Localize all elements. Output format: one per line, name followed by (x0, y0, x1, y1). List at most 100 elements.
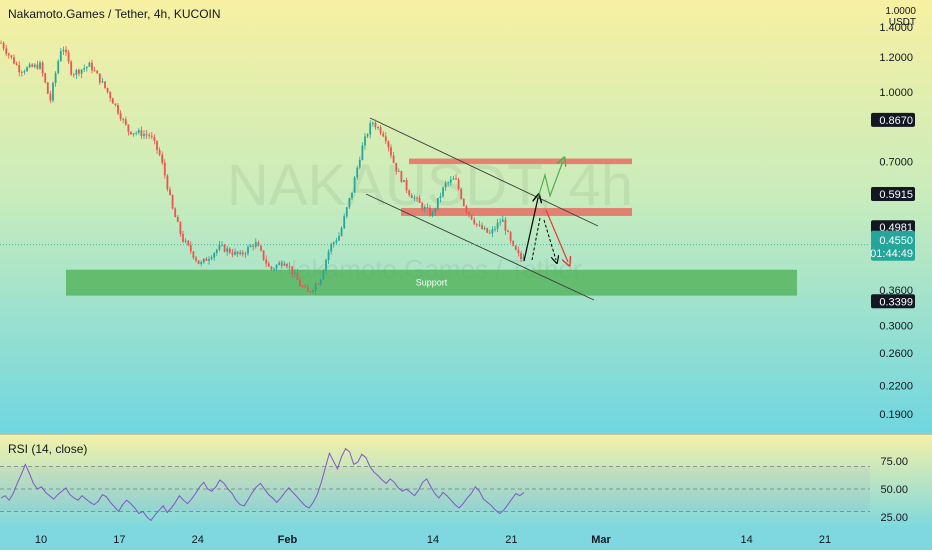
candle-body (439, 196, 442, 199)
candle-body (124, 119, 127, 125)
candle-body (299, 279, 301, 287)
candle-body (481, 225, 483, 230)
candle-body (156, 140, 158, 150)
y-tick-label: 1.2000 (879, 52, 913, 64)
candle-body (153, 137, 156, 141)
candle-body (335, 240, 338, 243)
candle-body (449, 179, 452, 183)
candle-body (72, 74, 75, 76)
price-label-box (871, 186, 915, 201)
x-tick-label: Mar (591, 534, 611, 546)
candle-body (504, 219, 507, 231)
time-axis-background (0, 530, 932, 550)
candle-body (486, 228, 489, 233)
candle-body (0, 42, 2, 44)
candle-body (512, 240, 515, 246)
y-axis-header: 1.0000 USDT (885, 6, 916, 28)
candle-body (317, 284, 320, 285)
candle-body (522, 256, 525, 260)
candle-body (174, 208, 177, 218)
candle-body (101, 81, 104, 83)
resistance-zone (409, 158, 632, 165)
candle-body (62, 49, 65, 52)
candle-body (236, 251, 239, 255)
candle-body (496, 222, 499, 229)
candle-body (137, 130, 140, 133)
candle-body (184, 240, 187, 242)
candle-body (309, 291, 312, 293)
channel-upper-line (369, 117, 599, 227)
candle-body (447, 182, 450, 184)
candle-body (462, 198, 465, 207)
candle-body (39, 62, 41, 69)
candle-body (520, 253, 522, 260)
candle-body (444, 183, 447, 188)
candle-body (117, 105, 119, 114)
y-axis-unit: USDT (888, 17, 916, 28)
candle-body (36, 64, 39, 69)
candle-body (491, 229, 494, 234)
candle-body (257, 242, 260, 247)
price-pane-background (0, 0, 932, 434)
projection-path-bullish (537, 161, 563, 199)
candle-body (470, 214, 473, 220)
chart-title: Nakamoto.Games / Tether, 4h, KUCOIN (8, 7, 221, 21)
candle-body (210, 257, 213, 260)
candle-body (275, 265, 278, 269)
candle-body (382, 133, 385, 137)
candle-body (358, 159, 361, 168)
candle-body (169, 189, 171, 195)
x-tick-label: 14 (427, 534, 439, 546)
candle-body (182, 234, 184, 242)
candle-body (171, 194, 174, 209)
candle-body (455, 178, 457, 180)
candle-body (88, 62, 91, 67)
candle-body (416, 197, 418, 199)
candle-body (41, 62, 44, 74)
candle-body (104, 81, 106, 88)
y-tick-label: 0.2600 (879, 348, 913, 360)
rsi-y-tick-label: 75.00 (880, 456, 908, 468)
candle-body (304, 286, 307, 288)
channel-lower-line (365, 193, 595, 301)
candle-body (218, 244, 221, 250)
candle-body (457, 179, 460, 189)
candle-body (291, 266, 294, 274)
candle-body (140, 130, 143, 137)
x-tick-label: 17 (113, 534, 125, 546)
candle-body (288, 266, 291, 268)
candle-body (312, 290, 314, 292)
candle-body (468, 212, 470, 215)
candle-body (52, 82, 54, 101)
candle-body (226, 248, 229, 252)
candle-body (111, 98, 114, 104)
candle-body (348, 198, 351, 208)
x-tick-label: 21 (819, 534, 831, 546)
candle-body (325, 259, 327, 271)
candle-body (408, 190, 411, 196)
candle-body (189, 244, 192, 252)
candle-body (57, 61, 60, 74)
candle-body (213, 253, 216, 258)
y-axis-top-tick: 1.0000 (885, 6, 916, 17)
candle-body (2, 42, 5, 49)
candle-body (119, 113, 122, 120)
candle-body (244, 253, 247, 255)
candle-body (478, 224, 481, 226)
candle-body (122, 119, 125, 120)
candle-body (54, 73, 57, 83)
y-tick-label: 1.0000 (879, 87, 913, 99)
support-zone (66, 269, 797, 296)
candle-body (330, 244, 333, 252)
projection-dashed-right (543, 219, 556, 260)
candle-body (507, 230, 509, 232)
candle-body (280, 262, 283, 266)
candle-body (306, 286, 309, 292)
candle-body (509, 231, 512, 241)
candle-body (15, 63, 18, 65)
candle-body (423, 206, 426, 210)
candle-body (452, 178, 455, 180)
last-price-countdown: 01:44:49 (870, 248, 913, 260)
candle-body (390, 147, 392, 156)
